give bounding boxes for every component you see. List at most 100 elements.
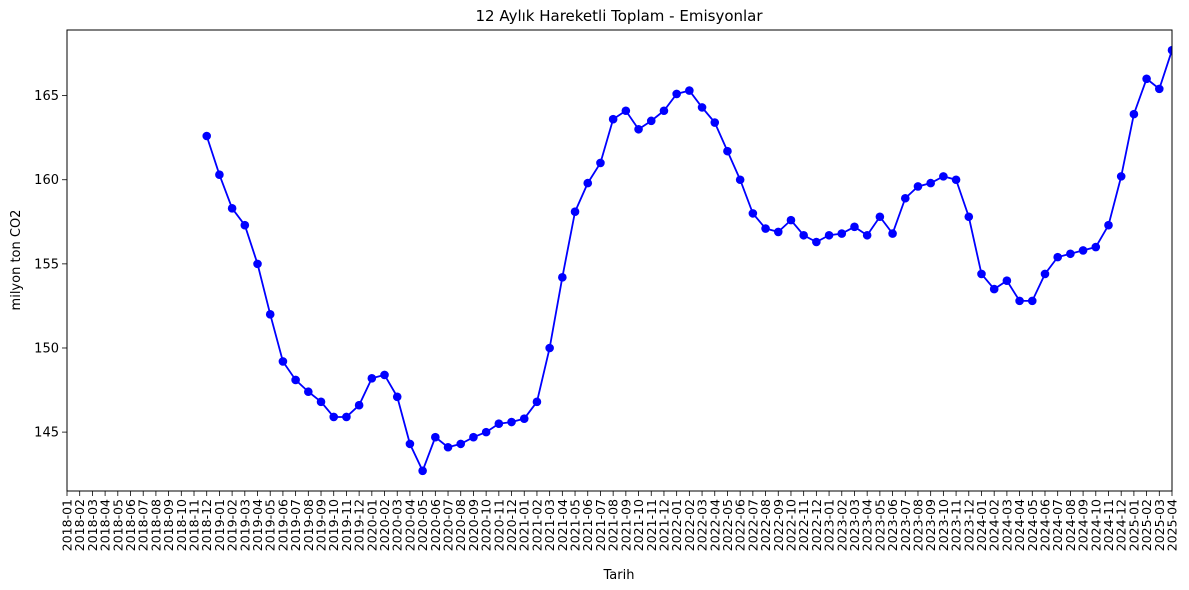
data-point (723, 146, 732, 156)
data-point (215, 170, 224, 179)
x-tick-label: 2022-08 (758, 499, 773, 551)
x-tick-label: 2022-05 (720, 499, 735, 551)
data-point (367, 373, 377, 383)
data-point (1091, 242, 1101, 252)
x-tick-label: 2022-12 (809, 499, 824, 551)
x-tick-label: 2022-01 (669, 499, 684, 551)
x-axis: 2018-012018-022018-032018-042018-052018-… (60, 491, 1180, 551)
data-point (380, 370, 389, 380)
data-point (1167, 45, 1172, 55)
x-tick-label: 2019-04 (250, 499, 265, 551)
data-point (532, 397, 542, 407)
x-tick-label: 2025-03 (1152, 499, 1167, 551)
data-point (939, 172, 948, 181)
x-tick-label: 2020-06 (428, 499, 443, 551)
data-point (748, 209, 758, 218)
x-tick-label: 2020-03 (390, 499, 405, 551)
x-tick-label: 2022-10 (783, 499, 798, 551)
x-tick-label: 2018-01 (60, 499, 75, 551)
series-line (205, 49, 1172, 474)
data-point (596, 158, 605, 168)
x-tick-label: 2020-12 (504, 499, 519, 551)
data-point (799, 230, 808, 240)
data-point (735, 175, 745, 185)
data-point (1040, 269, 1050, 279)
y-axis: 145 150 155 160 165 (34, 89, 67, 441)
x-tick-label: 2020-05 (415, 499, 430, 551)
data-point (913, 182, 923, 191)
x-tick-label: 2024-05 (1025, 499, 1040, 551)
x-tick-label: 2024-06 (1037, 499, 1052, 551)
x-tick-label: 2023-07 (898, 499, 913, 551)
y-tick-label: 155 (34, 257, 59, 272)
x-tick-label: 2018-02 (72, 499, 87, 551)
data-point (202, 131, 212, 141)
x-tick-label: 2025-04 (1165, 499, 1180, 551)
x-tick-label: 2021-01 (517, 499, 532, 551)
x-tick-label: 2019-07 (288, 499, 303, 551)
data-point (837, 229, 847, 238)
x-tick-label: 2023-02 (834, 499, 849, 551)
x-tick-label: 2019-06 (275, 499, 290, 551)
data-point (824, 230, 834, 240)
x-tick-label: 2018-04 (98, 499, 113, 551)
data-point (227, 204, 237, 213)
data-point (888, 229, 897, 238)
x-tick-label: 2021-03 (542, 499, 557, 551)
data-point (1104, 220, 1113, 230)
data-point (240, 220, 250, 230)
x-tick-label: 2018-10 (174, 499, 189, 551)
x-tick-label: 2024-07 (1050, 499, 1065, 551)
data-point (685, 86, 694, 95)
x-tick-label: 2023-08 (910, 499, 925, 551)
data-point (545, 343, 554, 353)
x-tick-label: 2021-04 (555, 499, 570, 551)
x-tick-label: 2020-09 (466, 499, 481, 551)
x-tick-label: 2019-11 (339, 499, 354, 551)
x-tick-label: 2024-03 (999, 499, 1014, 551)
data-point (900, 193, 910, 203)
data-point (1078, 246, 1088, 255)
x-tick-label: 2022-04 (707, 499, 722, 551)
x-tick-label: 2022-09 (771, 499, 786, 551)
data-point (583, 178, 593, 188)
x-tick-label: 2021-07 (593, 499, 608, 551)
x-tick-label: 2018-06 (123, 499, 138, 551)
data-point (1066, 249, 1075, 259)
data-point (278, 357, 288, 366)
x-tick-label: 2024-01 (974, 499, 989, 551)
x-axis-title: Tarih (603, 568, 635, 583)
data-point (329, 412, 339, 422)
data-point (850, 222, 859, 232)
x-tick-label: 2021-02 (529, 499, 544, 551)
x-tick-label: 2022-03 (695, 499, 710, 551)
x-tick-label: 2021-05 (568, 499, 583, 551)
chart-title: 12 Aylık Hareketli Toplam - Emisyonlar (475, 7, 763, 25)
x-tick-label: 2021-08 (606, 499, 621, 551)
data-point (1154, 84, 1164, 94)
x-tick-label: 2024-09 (1076, 499, 1091, 551)
data-point (1142, 74, 1151, 84)
data-point (608, 114, 618, 124)
x-tick-label: 2023-06 (885, 499, 900, 551)
data-point (875, 212, 885, 222)
data-point (405, 439, 415, 449)
x-tick-label: 2019-03 (237, 499, 252, 551)
x-tick-label: 2020-07 (441, 499, 456, 551)
data-point (469, 432, 478, 442)
data-point (304, 387, 313, 397)
data-point (418, 466, 427, 476)
x-tick-label: 2019-09 (314, 499, 329, 551)
plot-area (202, 45, 1172, 476)
data-point (862, 230, 872, 240)
data-point (773, 227, 783, 237)
x-tick-label: 2023-11 (949, 499, 964, 551)
x-tick-label: 2024-02 (987, 499, 1002, 551)
plot-frame (66, 29, 1173, 492)
x-tick-label: 2023-01 (822, 499, 837, 551)
x-tick-label: 2023-12 (961, 499, 976, 551)
data-point (507, 417, 516, 427)
data-point (672, 89, 681, 99)
x-tick-label: 2020-04 (402, 499, 417, 551)
data-point (558, 273, 567, 282)
